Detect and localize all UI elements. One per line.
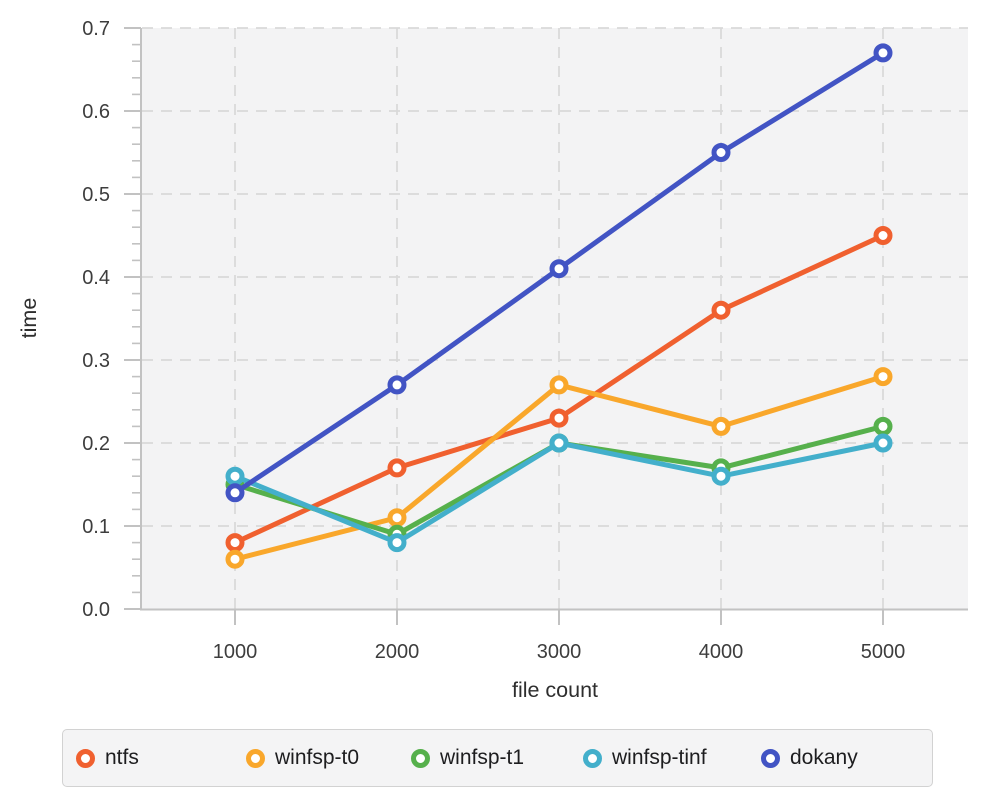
line-chart: 0.0 0.1 0.2 0.3 0.4 0.5 0.6 0.7 1000 2000 3000 4000… [17,18,968,702]
data-point-winfsp-tinf [549,433,569,453]
legend-item-dokany: dokany [761,730,858,786]
legend-marker-icon [761,748,780,768]
y-axis-title: time [17,298,41,339]
legend-marker-icon [411,748,430,768]
data-point-winfsp-t0 [873,367,893,387]
data-point-winfsp-t0 [549,375,569,395]
y-tick-label: 0.4 [82,267,110,289]
legend: ntfs winfsp-t0 winfsp-t1 winfsp-tinf dokany [62,729,933,787]
data-point-ntfs [711,300,731,320]
x-tick-label: 5000 [861,641,906,663]
data-point-ntfs [387,458,407,478]
y-tick-label: 0.5 [82,184,110,206]
data-point-dokany [549,259,569,279]
y-tick-label: 0.0 [82,599,110,621]
data-point-winfsp-t0 [711,416,731,436]
data-point-winfsp-tinf [873,433,893,453]
x-tick-label: 2000 [375,641,420,663]
legend-label: winfsp-t1 [440,746,525,769]
legend-item-ntfs: ntfs [76,730,139,786]
data-point-winfsp-t0 [225,549,245,569]
legend-item-winfsp-tinf: winfsp-tinf [583,730,707,786]
x-tick-label: 3000 [537,641,582,663]
y-tick-label: 0.6 [82,101,110,123]
legend-item-winfsp-t0: winfsp-t0 [246,730,359,786]
gridline-layer [142,27,968,609]
series-layer [225,43,893,569]
legend-label: dokany [790,746,858,769]
x-tick-label: 4000 [699,641,744,663]
x-axis-title: file count [512,678,598,702]
data-point-winfsp-t0 [387,508,407,528]
data-point-winfsp-tinf [225,466,245,486]
legend-marker-icon [583,748,602,768]
plot-background-layer [142,28,968,609]
data-point-dokany [711,143,731,162]
x-tick-label: 1000 [213,641,258,663]
y-tick-label: 0.3 [82,350,110,372]
data-point-dokany [873,43,893,63]
data-point-ntfs [873,226,893,245]
data-point-dokany [225,483,245,503]
legend-marker-icon [76,748,95,768]
axis-layer: 0.0 0.1 0.2 0.3 0.4 0.5 0.6 0.7 1000 2000 3000 4000… [82,18,968,663]
data-point-winfsp-tinf [387,533,407,553]
plot-area [142,28,968,609]
data-point-dokany [387,375,407,395]
legend-item-winfsp-t1: winfsp-t1 [411,730,524,786]
legend-label: ntfs [105,746,139,769]
data-point-winfsp-t1 [873,416,893,436]
y-tick-label: 0.7 [82,18,110,40]
legend-label: winfsp-t0 [275,746,360,769]
data-point-winfsp-tinf [711,466,731,486]
legend-label: winfsp-tinf [612,746,707,769]
data-point-ntfs [225,533,245,553]
legend-marker-icon [246,748,265,768]
y-tick-label: 0.2 [82,433,110,455]
data-point-ntfs [549,408,569,428]
y-tick-label: 0.1 [82,516,110,538]
